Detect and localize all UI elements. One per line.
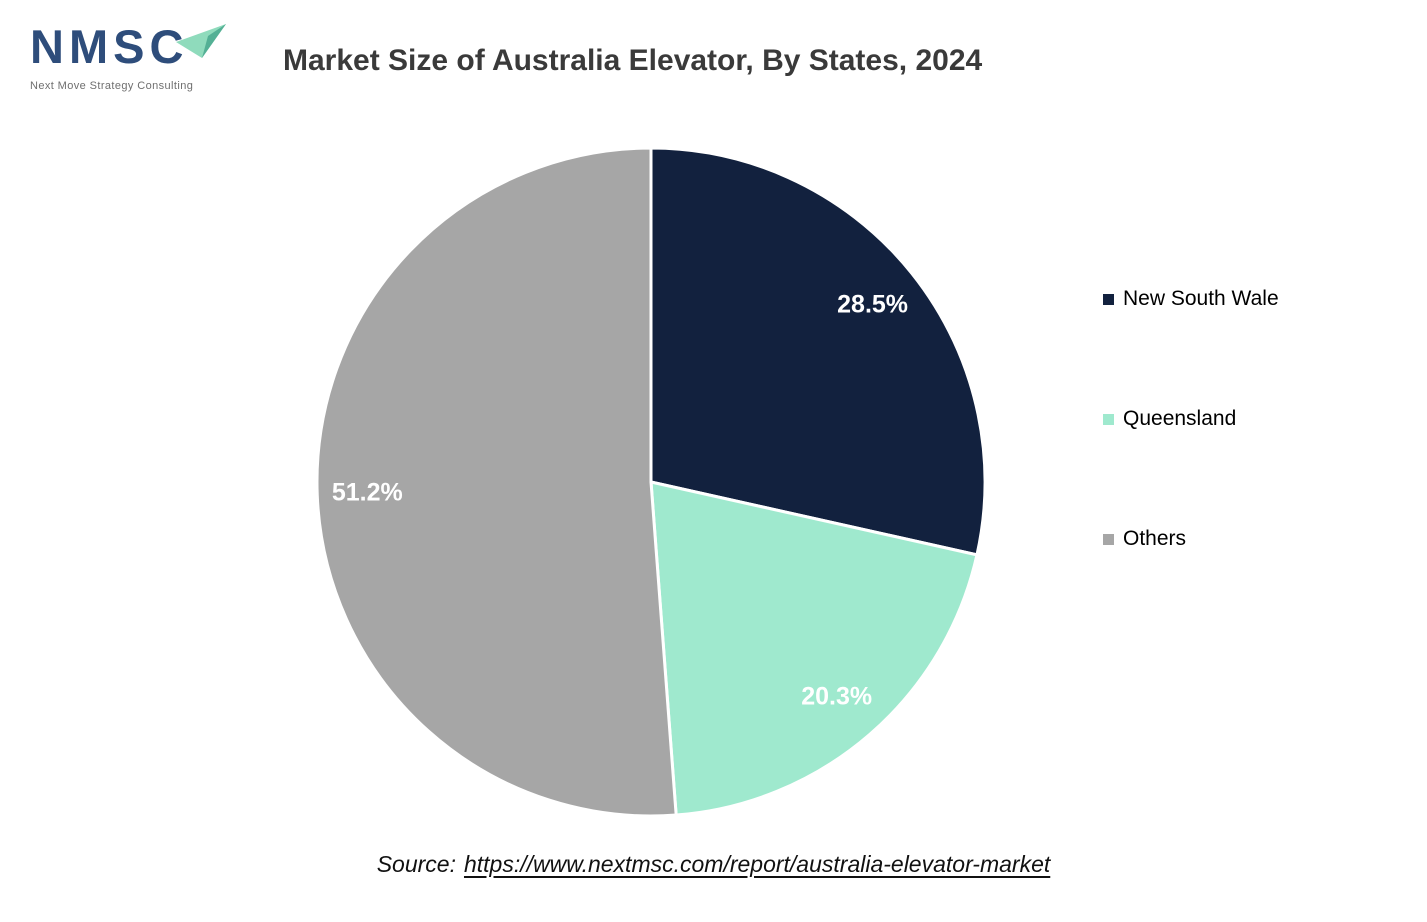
legend-label-new-south-wale: New South Wale bbox=[1123, 287, 1279, 310]
logo-arrow-dark-facet bbox=[202, 24, 226, 58]
pie-slice-new-south-wale bbox=[649, 146, 987, 557]
legend-label-queensland: Queensland bbox=[1123, 407, 1237, 430]
pie-data-label-queensland: 20.3% bbox=[801, 683, 872, 711]
logo-wordmark: NMSC bbox=[30, 22, 240, 74]
legend-marker-others bbox=[1103, 533, 1114, 545]
legend-item-queensland: Queensland bbox=[1103, 407, 1279, 431]
pie-slice-others bbox=[315, 146, 678, 818]
legend: New South Wale Queensland Others bbox=[1103, 287, 1279, 551]
legend-marker-queensland bbox=[1103, 413, 1114, 425]
legend-marker-new-south-wale bbox=[1103, 293, 1114, 305]
logo-acronym: NMSC bbox=[30, 20, 189, 73]
legend-item-others: Others bbox=[1103, 527, 1279, 551]
logo-tagline: Next Move Strategy Consulting bbox=[30, 80, 194, 92]
logo-arrow-icon bbox=[176, 24, 226, 58]
pie-slice-queensland bbox=[649, 480, 979, 817]
source-link[interactable]: https://www.nextmsc.com/report/australia… bbox=[463, 851, 1051, 877]
source-line: Source: https://www.nextmsc.com/report/au… bbox=[0, 851, 1427, 878]
pie-data-label-new-south-wale: 28.5% bbox=[837, 291, 908, 319]
pie-chart: 28.5% 20.3% 51.2% bbox=[315, 146, 987, 818]
source-prefix-label: Source: bbox=[376, 851, 456, 877]
legend-label-others: Others bbox=[1123, 527, 1187, 550]
chart-title: Market Size of Australia Elevator, By St… bbox=[283, 44, 983, 77]
logo: NMSC Next Move Strategy Consulting bbox=[30, 22, 240, 92]
pie-data-label-others: 51.2% bbox=[332, 479, 403, 507]
legend-item-new-south-wale: New South Wale bbox=[1103, 287, 1279, 311]
